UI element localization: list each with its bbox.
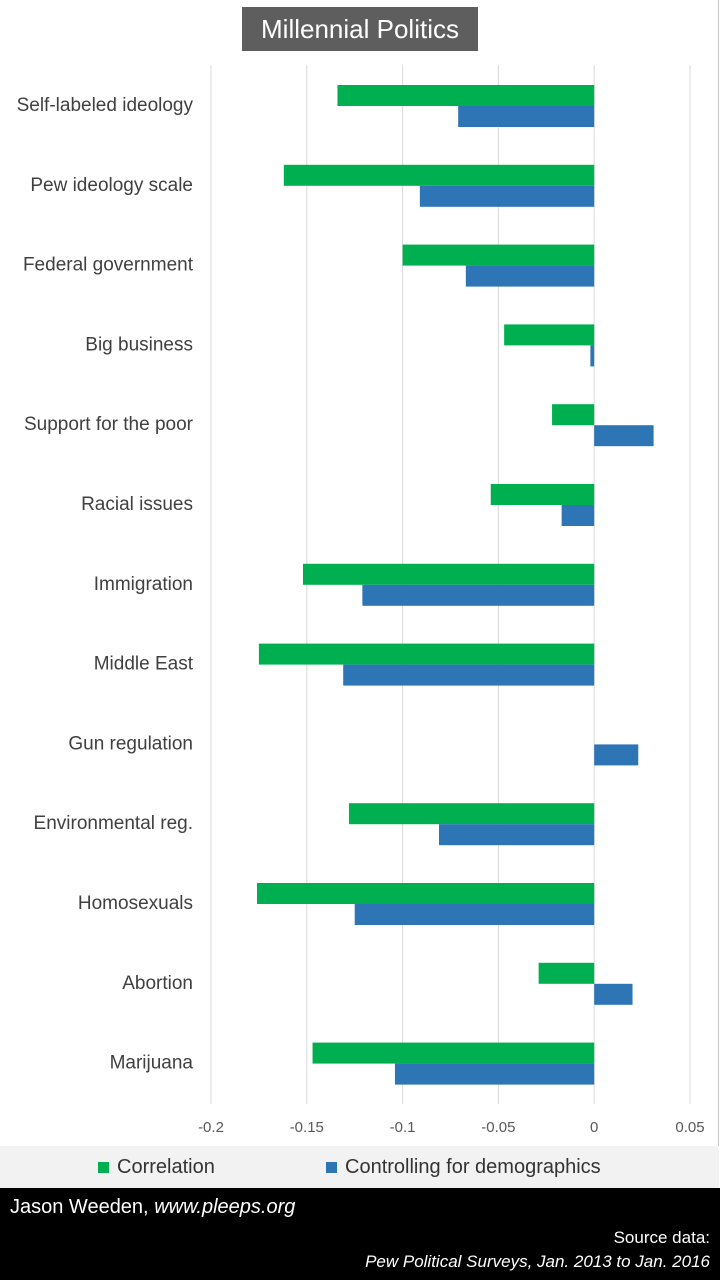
- category-label: Environmental reg.: [34, 813, 193, 834]
- bar-controlling: [594, 983, 633, 1005]
- legend-swatch-controlling: [326, 1161, 337, 1173]
- source-label: Source data:: [613, 1228, 710, 1247]
- bar-correlation: [538, 962, 595, 984]
- x-tick-label: -0.1: [390, 1119, 416, 1136]
- author-name: Jason Weeden,: [10, 1196, 149, 1218]
- bar-controlling: [354, 904, 595, 925]
- bar-correlation: [302, 563, 595, 585]
- category-label: Gun regulation: [68, 733, 193, 754]
- category-label: Abortion: [122, 973, 193, 994]
- bar-controlling: [561, 505, 595, 526]
- category-label: Big business: [85, 334, 193, 355]
- chart-legend: Correlation Controlling for demographics: [0, 1146, 719, 1188]
- legend-swatch-correlation: [98, 1161, 109, 1173]
- category-label: Marijuana: [110, 1053, 194, 1074]
- bar-correlation: [504, 324, 595, 346]
- category-label: Racial issues: [81, 494, 193, 515]
- bar-controlling: [465, 265, 595, 287]
- bar-correlation: [312, 1042, 595, 1064]
- bar-controlling: [594, 425, 654, 447]
- legend-item-controlling: Controlling for demographics: [326, 1156, 601, 1178]
- bar-chart-plot: -0.2 -0.15 -0.1 -0.05 0 0.05 Self-labeled ideo…: [17, 65, 705, 1136]
- bar-controlling: [590, 345, 595, 367]
- bar-controlling: [458, 106, 595, 127]
- category-label: Self-labeled ideology: [17, 95, 194, 116]
- bar-correlation: [348, 803, 595, 825]
- source-text: Pew Political Surveys, Jan. 2013 to Jan.…: [365, 1252, 710, 1271]
- bar-controlling: [343, 664, 595, 686]
- bar-controlling: [439, 824, 595, 846]
- x-tick-label: -0.15: [290, 1119, 324, 1136]
- bar-correlation: [552, 404, 595, 426]
- bar-correlation: [256, 883, 595, 904]
- bar-correlation: [283, 164, 595, 186]
- category-label: Homosexuals: [78, 893, 193, 914]
- legend-label-correlation: Correlation: [117, 1155, 215, 1178]
- bar-controlling: [394, 1063, 595, 1085]
- author-credit: Jason Weeden, www.pleeps.org: [10, 1196, 295, 1219]
- footer: Jason Weeden, www.pleeps.org Source data…: [0, 1188, 720, 1280]
- x-tick-label: -0.05: [481, 1119, 515, 1136]
- bar-controlling: [362, 584, 595, 606]
- category-label: Pew ideology scale: [30, 175, 193, 196]
- bar-correlation: [258, 643, 595, 665]
- x-tick-label: -0.2: [198, 1119, 224, 1136]
- bar-correlation: [402, 244, 595, 266]
- bar-correlation: [337, 85, 595, 106]
- chart-frame: -0.2 -0.15 -0.1 -0.05 0 0.05 Self-labeled ideo…: [0, 0, 719, 1188]
- legend-label-controlling: Controlling for demographics: [345, 1155, 601, 1178]
- x-tick-label: 0.05: [675, 1119, 704, 1136]
- category-label: Support for the poor: [24, 414, 194, 435]
- legend-item-correlation: Correlation: [98, 1156, 215, 1178]
- author-site-link[interactable]: www.pleeps.org: [154, 1196, 296, 1218]
- x-tick-label: 0: [590, 1119, 598, 1136]
- bar-controlling: [594, 744, 639, 766]
- category-label: Immigration: [94, 574, 193, 595]
- chart-title: Millennial Politics: [242, 7, 478, 51]
- bar-controlling: [419, 185, 595, 207]
- bar-correlation: [490, 484, 595, 505]
- category-label: Federal government: [23, 255, 194, 276]
- category-label: Middle East: [94, 654, 194, 675]
